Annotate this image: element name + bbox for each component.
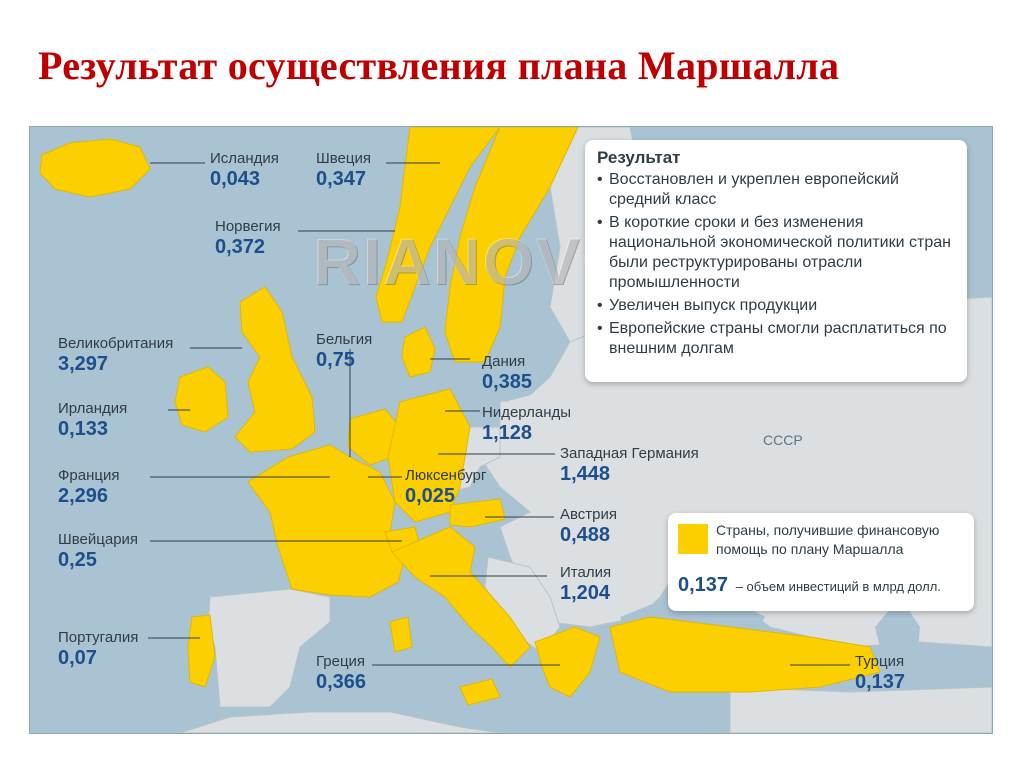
country-sweden	[444, 127, 579, 363]
country-name: Норвегия	[215, 218, 281, 235]
legend-panel: Страны, получившие финансовую помощь по …	[668, 513, 974, 611]
result-item: В короткие сроки и без изменения национа…	[597, 213, 957, 293]
label-iceland: Исландия 0,043	[210, 150, 279, 190]
country-name: Италия	[560, 564, 612, 581]
label-uk: Великобритания 3,297	[58, 335, 174, 375]
country-value: 1,128	[482, 421, 533, 444]
marshall-plan-map: RIANOVOSTI СССР Исландия 0,043 Швеция 0,…	[30, 127, 992, 733]
country-denmark	[401, 326, 436, 378]
country-value: 0,488	[560, 523, 611, 546]
ussr-label: СССР	[763, 432, 803, 448]
label-belgium: Бельгия 0,75	[316, 331, 373, 371]
legend-example-text: – объем инвестиций в млрд долл.	[735, 579, 941, 594]
country-value: 0,137	[855, 670, 906, 693]
country-value: 0,133	[58, 417, 109, 440]
country-value: 0,372	[215, 235, 266, 258]
label-luxembourg: Люксенбург 0,025	[405, 467, 487, 507]
country-name: Люксенбург	[405, 467, 487, 484]
country-value: 2,296	[58, 484, 109, 507]
result-panel: Результат Восстановлен и укреплен европе…	[585, 140, 967, 382]
label-west-germany: Западная Германия 1,448	[560, 445, 699, 485]
country-ireland	[174, 366, 229, 433]
label-denmark: Дания 0,385	[482, 353, 533, 393]
legend-text: Страны, получившие финансовую помощь по …	[716, 522, 940, 557]
country-iceland	[39, 138, 151, 198]
country-name: Швеция	[316, 150, 371, 167]
label-turkey: Турция 0,137	[855, 653, 906, 693]
country-value: 0,07	[58, 646, 97, 669]
label-austria: Австрия 0,488	[560, 506, 618, 546]
country-name: Западная Германия	[560, 445, 699, 462]
country-value: 0,043	[210, 167, 261, 190]
country-name: Турция	[855, 653, 905, 670]
land-middle-east	[729, 686, 992, 733]
country-name: Португалия	[58, 629, 139, 646]
country-name: Швейцария	[58, 531, 139, 548]
country-value: 0,347	[316, 167, 367, 190]
island-sardinia	[389, 616, 413, 653]
island-sicily	[459, 678, 501, 706]
country-value: 1,204	[560, 581, 611, 604]
label-netherlands: Нидерланды 1,128	[482, 404, 572, 444]
country-value: 0,366	[316, 670, 367, 693]
country-turkey	[609, 616, 881, 693]
label-sweden: Швеция 0,347	[316, 150, 371, 190]
country-value: 3,297	[58, 352, 109, 375]
country-portugal	[187, 614, 216, 688]
label-switzerland: Швейцария 0,25	[58, 531, 139, 571]
country-name: Бельгия	[316, 331, 373, 348]
legend-example: 0,137 – объем инвестиций в млрд долл.	[678, 574, 941, 597]
legend-swatch	[678, 524, 708, 554]
label-ireland: Ирландия 0,133	[58, 400, 128, 440]
country-value: 0,385	[482, 370, 533, 393]
result-title: Результат	[597, 148, 681, 167]
result-item: Европейские страны смогли расплатиться п…	[597, 319, 957, 359]
country-uk	[234, 286, 316, 453]
country-name: Франция	[58, 467, 120, 484]
label-italy: Италия 1,204	[560, 564, 612, 604]
country-greece	[534, 626, 601, 698]
country-name: Великобритания	[58, 335, 174, 352]
result-item: Восстановлен и укреплен европейский сред…	[597, 170, 957, 210]
country-name: Греция	[316, 653, 366, 670]
country-value: 0,25	[58, 548, 97, 571]
country-name: Нидерланды	[482, 404, 572, 421]
sea-caspian	[875, 597, 920, 687]
country-france	[247, 444, 406, 598]
country-norway	[375, 127, 501, 323]
label-norway: Норвегия 0,372	[215, 218, 281, 258]
land-spain	[207, 588, 331, 708]
country-name: Дания	[482, 353, 526, 370]
label-greece: Греция 0,366	[316, 653, 367, 693]
label-france: Франция 2,296	[58, 467, 120, 507]
country-italy	[391, 526, 531, 668]
country-name: Исландия	[210, 150, 279, 167]
slide-title: Результат осуществления плана Маршалла	[38, 43, 840, 88]
country-value: 1,448	[560, 462, 611, 485]
result-list: Восстановлен и укреплен европейский сред…	[597, 170, 957, 359]
label-portugal: Португалия 0,07	[58, 629, 139, 669]
country-value: 0,025	[405, 484, 456, 507]
legend-example-value: 0,137	[678, 574, 729, 596]
result-item: Увеличен выпуск продукции	[597, 296, 957, 316]
country-name: Австрия	[560, 506, 618, 523]
country-value: 0,75	[316, 348, 355, 371]
country-austria	[449, 498, 506, 528]
land-north-africa	[179, 711, 501, 733]
country-name: Ирландия	[58, 400, 128, 417]
sea-baltic	[500, 352, 550, 402]
